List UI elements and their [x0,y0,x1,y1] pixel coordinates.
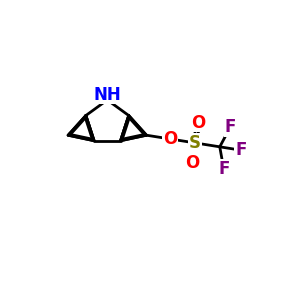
Text: F: F [218,160,230,178]
Text: O: O [163,130,177,148]
Text: F: F [235,141,246,159]
Text: NH: NH [93,85,121,103]
Text: O: O [191,113,206,131]
Text: O: O [185,154,199,172]
Text: F: F [225,118,236,136]
Text: S: S [189,134,201,152]
